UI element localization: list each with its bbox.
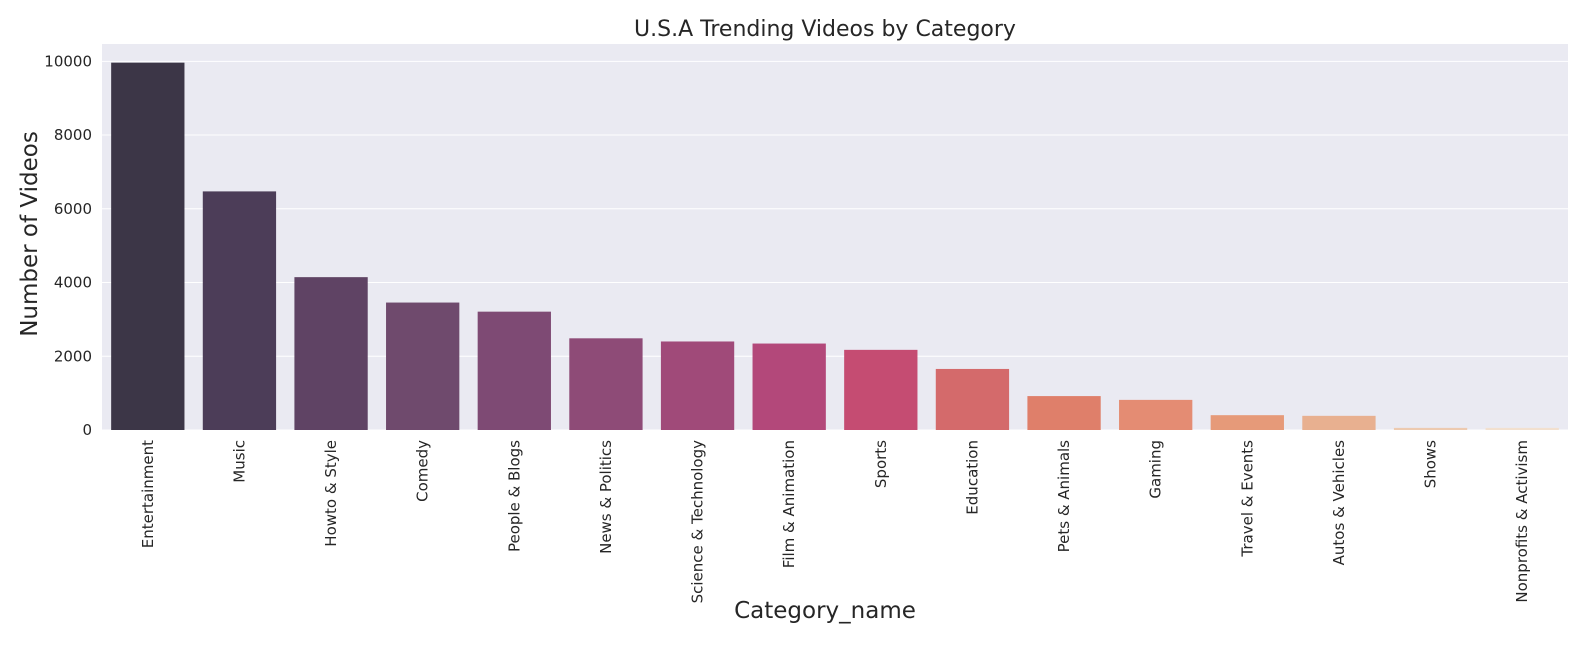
x-tick-label: News & Politics xyxy=(597,440,615,554)
y-axis-label: Number of Videos xyxy=(17,131,43,337)
x-tick-label: People & Blogs xyxy=(505,440,523,552)
bar xyxy=(202,191,277,430)
x-tick-label: Education xyxy=(963,440,981,515)
y-tick-label: 8000 xyxy=(54,126,92,144)
y-ticks: 0 2000 4000 6000 8000 10000 xyxy=(44,52,92,439)
y-tick-label: 10000 xyxy=(44,52,92,70)
bar xyxy=(111,62,185,431)
bar xyxy=(477,311,551,430)
x-tick-label: Howto & Style xyxy=(322,440,340,547)
x-tick-label: Comedy xyxy=(414,440,432,502)
bar xyxy=(1119,399,1193,430)
bar xyxy=(386,302,460,430)
x-tick-label: Entertainment xyxy=(139,440,157,548)
bar xyxy=(935,368,1010,430)
y-tick-label: 6000 xyxy=(54,200,92,218)
y-tick-label: 4000 xyxy=(54,274,92,292)
chart-title: U.S.A Trending Videos by Category xyxy=(634,17,1016,42)
bar xyxy=(660,341,735,430)
x-tick-label: Music xyxy=(230,440,248,483)
bar xyxy=(1302,415,1376,430)
x-tick-label: Travel & Events xyxy=(1238,440,1256,558)
x-tick-label: Nonprofits & Activism xyxy=(1513,440,1531,603)
bar xyxy=(1485,427,1559,430)
x-tick-label: Shows xyxy=(1422,440,1440,488)
x-tick-label: Pets & Animals xyxy=(1055,440,1073,553)
bar xyxy=(569,338,643,430)
x-tick-label: Sports xyxy=(872,440,890,488)
x-axis-label: Category_name xyxy=(734,598,916,624)
bar xyxy=(1210,415,1284,430)
bar xyxy=(844,349,918,430)
y-tick-label: 2000 xyxy=(54,347,92,365)
x-ticks: Entertainment Music Howto & Style Comedy Peo… xyxy=(139,440,1531,604)
x-tick-label: Gaming xyxy=(1147,440,1165,499)
y-tick-label: 0 xyxy=(82,421,92,439)
bar xyxy=(752,343,826,430)
x-tick-label: Science & Technology xyxy=(689,440,707,604)
bar xyxy=(1393,427,1468,430)
bars xyxy=(111,62,1559,431)
bar xyxy=(1027,396,1101,430)
x-tick-label: Autos & Vehicles xyxy=(1330,440,1348,566)
bar xyxy=(294,277,368,430)
x-tick-label: Film & Animation xyxy=(780,440,798,568)
